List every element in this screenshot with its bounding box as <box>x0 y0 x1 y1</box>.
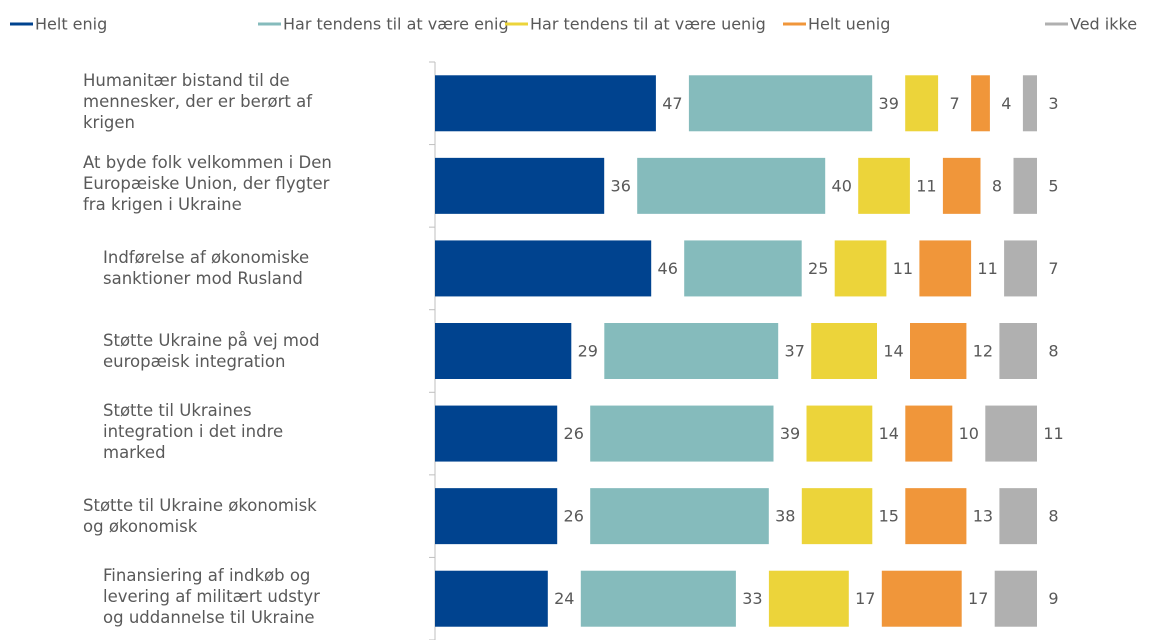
value-label: 4 <box>1001 94 1011 113</box>
bar-segment <box>910 323 967 379</box>
value-label: 5 <box>1048 176 1058 195</box>
value-label: 8 <box>1048 507 1058 526</box>
bar-segment <box>580 570 736 627</box>
bar-segment <box>905 75 939 132</box>
value-label: 11 <box>916 176 936 195</box>
bar-segment <box>942 157 981 214</box>
value-label: 7 <box>1048 259 1058 278</box>
value-label: 15 <box>879 507 899 526</box>
legend-label: Har tendens til at være enig <box>283 15 509 34</box>
value-label: 33 <box>742 589 762 608</box>
value-label: 39 <box>780 424 800 443</box>
value-label: 36 <box>611 176 631 195</box>
bar-segment <box>637 157 826 214</box>
value-label: 40 <box>832 176 852 195</box>
bar-segment <box>435 488 558 545</box>
bar-segment <box>806 405 873 462</box>
bar-segment <box>1022 75 1037 132</box>
bar-segment <box>435 323 572 379</box>
legend-label: Helt uenig <box>808 15 890 34</box>
bar-segment <box>858 157 910 214</box>
value-label: 37 <box>785 342 805 361</box>
value-label: 29 <box>578 342 598 361</box>
value-label: 17 <box>968 589 988 608</box>
bar-segment <box>684 240 802 297</box>
value-label: 12 <box>973 342 993 361</box>
category-label: Finansiering af indkøb og levering af mi… <box>103 566 320 628</box>
bar-segment <box>590 405 774 462</box>
bar-segment <box>590 488 769 545</box>
category-label: Støtte Ukraine på vej mod europæisk inte… <box>103 331 320 371</box>
value-label: 11 <box>893 259 913 278</box>
bar-segment <box>435 240 652 297</box>
bar-segment <box>999 488 1037 545</box>
bar-segment <box>905 488 967 545</box>
category-label: Støtte til Ukraines integration i det in… <box>103 401 284 463</box>
value-label: 14 <box>879 424 899 443</box>
value-label: 26 <box>564 507 584 526</box>
bar-segment <box>768 570 849 627</box>
category-label: Humanitær bistand til de mennesker, der … <box>83 70 313 132</box>
bar-segment <box>919 240 972 297</box>
bar-segment <box>905 405 953 462</box>
bar-segment <box>834 240 887 297</box>
value-label: 47 <box>662 94 682 113</box>
value-label: 8 <box>1048 342 1058 361</box>
value-label: 17 <box>855 589 875 608</box>
legend-label: Ved ikke <box>1070 15 1137 34</box>
bar-segment <box>971 75 990 132</box>
value-label: 10 <box>959 424 979 443</box>
bar-segment <box>881 570 962 627</box>
value-label: 46 <box>658 259 678 278</box>
bar-segment <box>994 570 1037 627</box>
bar-segment <box>999 323 1037 379</box>
legend-label: Har tendens til at være uenig <box>530 15 766 34</box>
bar-segment <box>688 75 873 132</box>
value-label: 13 <box>973 507 993 526</box>
value-label: 9 <box>1048 589 1058 608</box>
bar-segment <box>1013 157 1037 214</box>
value-label: 11 <box>977 259 997 278</box>
bar-segment <box>604 323 779 379</box>
bar-segment <box>1004 240 1037 297</box>
value-label: 11 <box>1043 424 1063 443</box>
bar-segment <box>435 570 548 627</box>
bar-segment <box>435 405 558 462</box>
value-label: 3 <box>1048 94 1058 113</box>
value-label: 26 <box>564 424 584 443</box>
value-label: 8 <box>992 176 1002 195</box>
value-label: 7 <box>950 94 960 113</box>
category-label: At byde folk velkommen i Den Europæiske … <box>83 153 332 215</box>
bar-segment <box>801 488 873 545</box>
legend-label: Helt enig <box>35 15 107 34</box>
bar-segment <box>435 75 656 132</box>
bar-segment <box>811 323 877 379</box>
bar-segment <box>985 405 1037 462</box>
category-label: Indførelse af økonomiske sanktioner mod … <box>103 248 310 289</box>
bar-segment <box>435 157 605 214</box>
value-label: 25 <box>808 259 828 278</box>
value-label: 14 <box>883 342 903 361</box>
category-label: Støtte til Ukraine økonomisk og økonomis… <box>83 496 317 537</box>
value-label: 39 <box>879 94 899 113</box>
value-label: 24 <box>554 589 574 608</box>
value-label: 38 <box>775 507 795 526</box>
